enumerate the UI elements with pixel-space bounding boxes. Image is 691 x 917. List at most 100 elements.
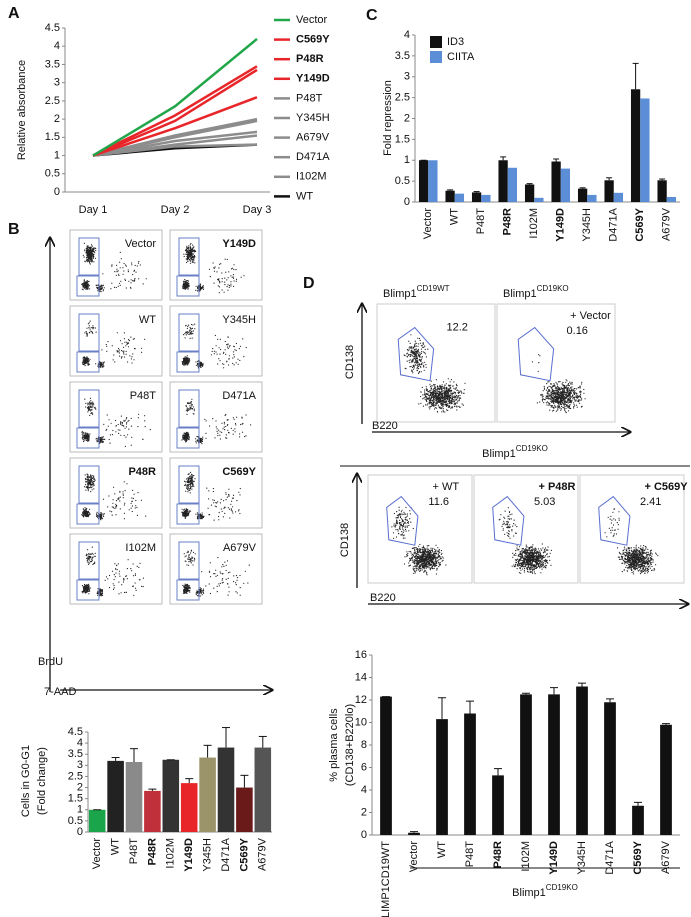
- event-dot: [418, 343, 420, 345]
- axis-title: Relative absorbance: [16, 60, 28, 160]
- event-dot: [100, 593, 102, 596]
- event-dot: [87, 476, 89, 478]
- event-dot: [230, 281, 232, 283]
- event-dot: [84, 588, 86, 590]
- event-dot: [415, 360, 417, 362]
- event-dot: [222, 428, 224, 430]
- event-dot: [424, 398, 426, 400]
- x-tick-label: I102M: [520, 841, 532, 872]
- event-dot: [136, 506, 138, 509]
- event-dot: [117, 429, 119, 431]
- event-dot: [425, 364, 427, 366]
- event-dot: [106, 414, 108, 416]
- event-dot: [134, 587, 137, 589]
- event-dot: [115, 425, 117, 427]
- event-dot: [241, 423, 243, 425]
- event-dot: [245, 414, 247, 416]
- event-dot: [417, 365, 419, 368]
- event-dot: [86, 257, 88, 259]
- y-tick-label: 4: [77, 737, 83, 749]
- event-dot: [542, 395, 544, 397]
- event-dot: [244, 435, 246, 438]
- event-dot: [144, 420, 146, 422]
- event-dot: [182, 284, 184, 286]
- event-dot: [192, 406, 194, 408]
- event-dot: [433, 388, 435, 390]
- event-dot: [188, 360, 190, 363]
- event-dot: [86, 435, 88, 437]
- event-dot: [413, 353, 415, 355]
- event-dot: [192, 256, 194, 258]
- event-dot: [231, 267, 234, 269]
- gate: [78, 237, 100, 276]
- event-dot: [231, 276, 233, 278]
- event-dot: [191, 331, 193, 333]
- event-dot: [84, 507, 86, 509]
- event-dot: [448, 394, 450, 397]
- event-dot: [181, 511, 183, 513]
- event-dot: [191, 398, 193, 400]
- axis-title: BrdU: [38, 656, 63, 668]
- event-dot: [192, 324, 194, 326]
- event-dot: [227, 429, 229, 431]
- event-dot: [91, 558, 93, 560]
- event-dot: [185, 258, 187, 260]
- event-dot: [448, 396, 450, 398]
- event-dot: [191, 474, 193, 476]
- event-dot: [102, 436, 104, 438]
- event-dot: [86, 588, 88, 590]
- error-bar: [494, 768, 502, 776]
- event-dot: [132, 489, 134, 491]
- event-dot: [232, 506, 234, 508]
- event-dot: [197, 436, 199, 438]
- event-dot: [187, 248, 189, 250]
- event-dot: [241, 417, 243, 419]
- event-dot: [439, 406, 441, 408]
- event-dot: [194, 249, 196, 251]
- event-dot: [96, 440, 98, 442]
- event-dot: [218, 267, 220, 269]
- event-dot: [228, 586, 230, 588]
- y-tick-label: 4.5: [68, 726, 83, 738]
- event-dot: [88, 253, 90, 255]
- event-dot: [89, 406, 91, 408]
- event-dot: [431, 399, 433, 401]
- event-dot: [411, 366, 414, 369]
- event-dot: [185, 405, 187, 407]
- event-dot: [106, 428, 108, 430]
- event-dot: [122, 581, 125, 583]
- event-dot: [184, 333, 186, 335]
- event-dot: [103, 515, 105, 518]
- event-dot: [187, 435, 189, 437]
- event-dot: [116, 268, 118, 270]
- event-dot: [188, 362, 190, 364]
- event-dot: [224, 414, 226, 416]
- event-dot: [187, 358, 189, 360]
- event-dot: [580, 393, 582, 395]
- event-dot: [190, 401, 192, 403]
- event-dot: [191, 408, 193, 410]
- event-dot: [92, 326, 94, 328]
- event-dot: [89, 401, 91, 403]
- event-dot: [425, 404, 427, 406]
- event-dot: [123, 518, 125, 520]
- event-dot: [102, 441, 104, 443]
- y-tick-label: 2: [361, 806, 367, 818]
- event-dot: [233, 354, 235, 356]
- event-dot: [431, 393, 433, 395]
- event-dot: [121, 422, 123, 424]
- event-dot: [416, 368, 418, 370]
- event-dot: [187, 558, 189, 560]
- plot-title: Blimp1CD19WT: [383, 284, 450, 300]
- event-dot: [188, 246, 190, 248]
- event-dot: [238, 491, 240, 493]
- event-dot: [216, 585, 218, 588]
- event-dot: [134, 507, 136, 509]
- event-dot: [574, 400, 576, 402]
- event-dot: [187, 479, 189, 482]
- event-dot: [213, 587, 215, 589]
- event-dot: [124, 419, 126, 421]
- event-dot: [121, 350, 123, 352]
- event-dot: [111, 570, 114, 572]
- event-dot: [192, 253, 195, 255]
